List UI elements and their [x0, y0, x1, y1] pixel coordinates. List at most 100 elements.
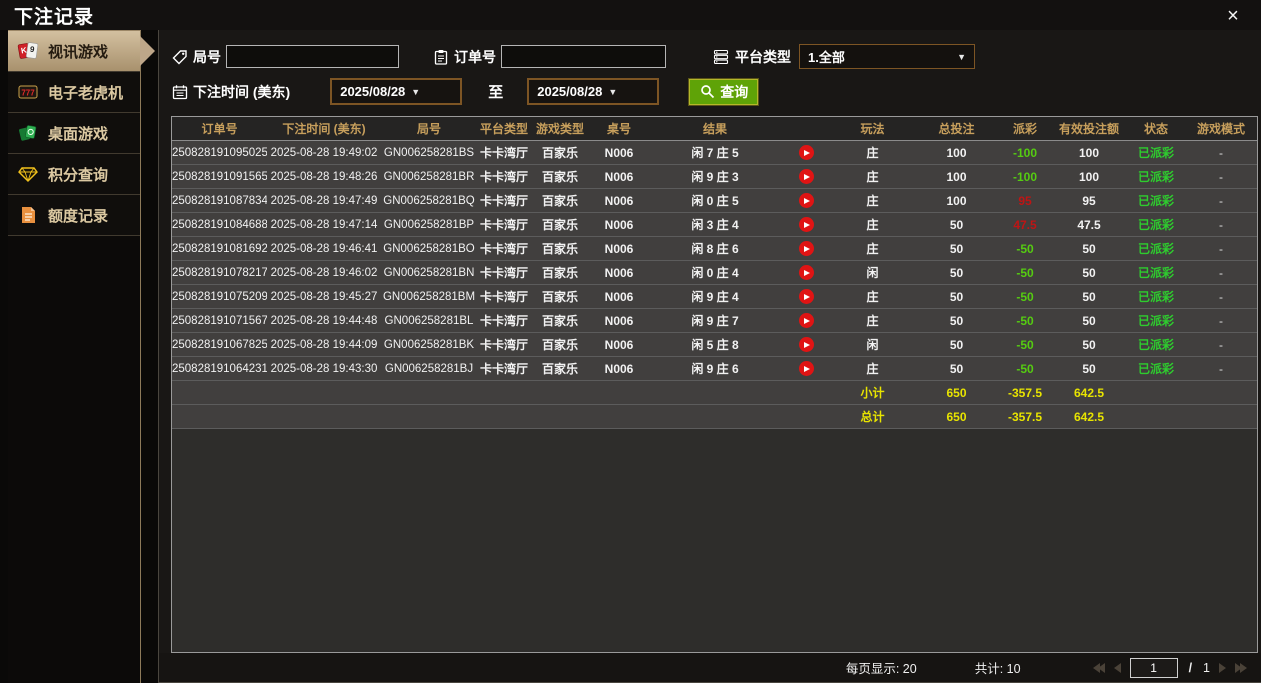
- cell-table-no: N006: [589, 284, 649, 309]
- cell-valid-bet: 50: [1051, 260, 1127, 285]
- close-icon[interactable]: ×: [1227, 5, 1239, 27]
- total-row: 总计 650 -357.5 642.5: [172, 404, 1257, 429]
- sidebar-item-points[interactable]: 积分查询: [8, 154, 140, 195]
- sidebar-item-label: 桌面游戏: [48, 125, 109, 143]
- to-label: 至: [488, 84, 504, 101]
- col-header-result: 结果: [649, 117, 781, 141]
- list-icon: [713, 48, 730, 65]
- cell-table-no: N006: [589, 260, 649, 285]
- cell-game-type: 百家乐: [531, 332, 589, 357]
- cell-game-no: GN006258281BQ: [381, 188, 477, 213]
- replay-play-icon[interactable]: [798, 169, 814, 185]
- date-to-value: 2025/08/28: [537, 84, 603, 99]
- cell-game-mode: -: [1185, 332, 1257, 357]
- cell-game-no: GN006258281BP: [381, 212, 477, 237]
- cell-game-mode: -: [1185, 260, 1257, 285]
- cell-total-bet: 100: [914, 140, 999, 165]
- cell-order-no: 250828191091565: [172, 164, 267, 189]
- cell-result: 闲 9 庄 7: [649, 308, 781, 333]
- order-no-input[interactable]: [501, 45, 666, 68]
- cell-status: 已派彩: [1127, 284, 1185, 309]
- sidebar-item-table-games[interactable]: 桌面游戏: [8, 113, 140, 154]
- next-page-icon[interactable]: [1219, 662, 1226, 673]
- platform-type-label: 平台类型: [713, 47, 791, 67]
- cell-status: 已派彩: [1127, 140, 1185, 165]
- cell-total-bet: 50: [914, 356, 999, 381]
- cell-replay: [781, 164, 831, 189]
- cell-replay: [781, 188, 831, 213]
- cell-table-no: N006: [589, 164, 649, 189]
- replay-play-icon[interactable]: [798, 265, 814, 281]
- cell-game-no: GN006258281BK: [381, 332, 477, 357]
- cell-platform: 卡卡湾厅: [477, 308, 531, 333]
- cell-replay: [781, 212, 831, 237]
- table-row: 250828191064231 2025-08-28 19:43:30 GN00…: [172, 356, 1257, 381]
- replay-play-icon[interactable]: [798, 337, 814, 353]
- cell-table-no: N006: [589, 332, 649, 357]
- replay-play-icon[interactable]: [798, 241, 814, 257]
- platform-type-select[interactable]: 1.全部 ▼: [799, 44, 975, 69]
- cell-status: 已派彩: [1127, 356, 1185, 381]
- replay-play-icon[interactable]: [798, 361, 814, 377]
- cell-payout: -100: [999, 164, 1051, 189]
- page-number-input[interactable]: [1129, 657, 1178, 678]
- sidebar: K 9 视讯游戏 777 电子老虎机: [8, 30, 141, 683]
- col-header-bet-time: 下注时间 (美东): [267, 117, 381, 141]
- table-row: 250828191067825 2025-08-28 19:44:09 GN00…: [172, 332, 1257, 357]
- cell-valid-bet: 95: [1051, 188, 1127, 213]
- cell-order-no: 250828191087834: [172, 188, 267, 213]
- cell-game-no: GN006258281BN: [381, 260, 477, 285]
- cell-payout: -50: [999, 356, 1051, 381]
- total-count-label: 共计: 10: [974, 662, 1021, 676]
- cell-payout: -50: [999, 284, 1051, 309]
- date-to-select[interactable]: 2025/08/28 ▼: [527, 78, 660, 105]
- replay-play-icon[interactable]: [798, 313, 814, 329]
- prev-page-icon[interactable]: [1113, 662, 1121, 673]
- table-row: 250828191075209 2025-08-28 19:45:27 GN00…: [172, 284, 1257, 309]
- date-from-select[interactable]: 2025/08/28 ▼: [330, 78, 463, 105]
- sidebar-item-quota-records[interactable]: 额度记录: [8, 195, 140, 236]
- cell-game-type: 百家乐: [531, 140, 589, 165]
- cell-replay: [781, 260, 831, 285]
- cell-platform: 卡卡湾厅: [477, 140, 531, 165]
- chevron-down-icon: ▼: [608, 86, 618, 97]
- svg-text:9: 9: [29, 45, 35, 55]
- first-page-icon[interactable]: [1092, 662, 1105, 673]
- table-empty-area: [172, 429, 1257, 652]
- cell-platform: 卡卡湾厅: [477, 236, 531, 261]
- cell-platform: 卡卡湾厅: [477, 188, 531, 213]
- cell-game-no: GN006258281BM: [381, 284, 477, 309]
- order-no-label: 订单号: [432, 47, 496, 67]
- table-row: 250828191078217 2025-08-28 19:46:02 GN00…: [172, 260, 1257, 285]
- sidebar-item-slots[interactable]: 777 电子老虎机: [8, 72, 140, 113]
- cell-payout: 47.5: [999, 212, 1051, 237]
- cell-total-bet: 50: [914, 332, 999, 357]
- cell-game-type: 百家乐: [531, 284, 589, 309]
- col-header-valid-bet: 有效投注额: [1051, 117, 1127, 141]
- col-header-order-no: 订单号: [172, 117, 267, 141]
- cell-order-no: 250828191084688: [172, 212, 267, 237]
- replay-play-icon[interactable]: [798, 145, 814, 161]
- cell-table-no: N006: [589, 140, 649, 165]
- cell-game-mode: -: [1185, 356, 1257, 381]
- cell-bet-time: 2025-08-28 19:46:02: [267, 260, 381, 285]
- replay-play-icon[interactable]: [798, 289, 814, 305]
- cell-game-mode: -: [1185, 284, 1257, 309]
- search-button[interactable]: 查询: [688, 77, 760, 106]
- cell-game-no: GN006258281BL: [381, 308, 477, 333]
- table-body: 250828191095025 2025-08-28 19:49:02 GN00…: [172, 140, 1257, 429]
- game-no-input[interactable]: [226, 45, 399, 68]
- last-page-icon[interactable]: [1235, 662, 1247, 673]
- page-total: 1: [1203, 660, 1210, 675]
- replay-play-icon[interactable]: [798, 217, 814, 233]
- cell-play-type: 庄: [831, 356, 914, 381]
- sidebar-item-label: 电子老虎机: [48, 84, 124, 102]
- col-header-table-no: 桌号: [589, 117, 649, 141]
- cell-order-no: 250828191075209: [172, 284, 267, 309]
- svg-text:777: 777: [21, 89, 35, 98]
- replay-play-icon[interactable]: [798, 193, 814, 209]
- subtotal-valid-bet: 642.5: [1051, 380, 1127, 405]
- cell-platform: 卡卡湾厅: [477, 332, 531, 357]
- sidebar-item-video-games[interactable]: K 9 视讯游戏: [8, 31, 140, 72]
